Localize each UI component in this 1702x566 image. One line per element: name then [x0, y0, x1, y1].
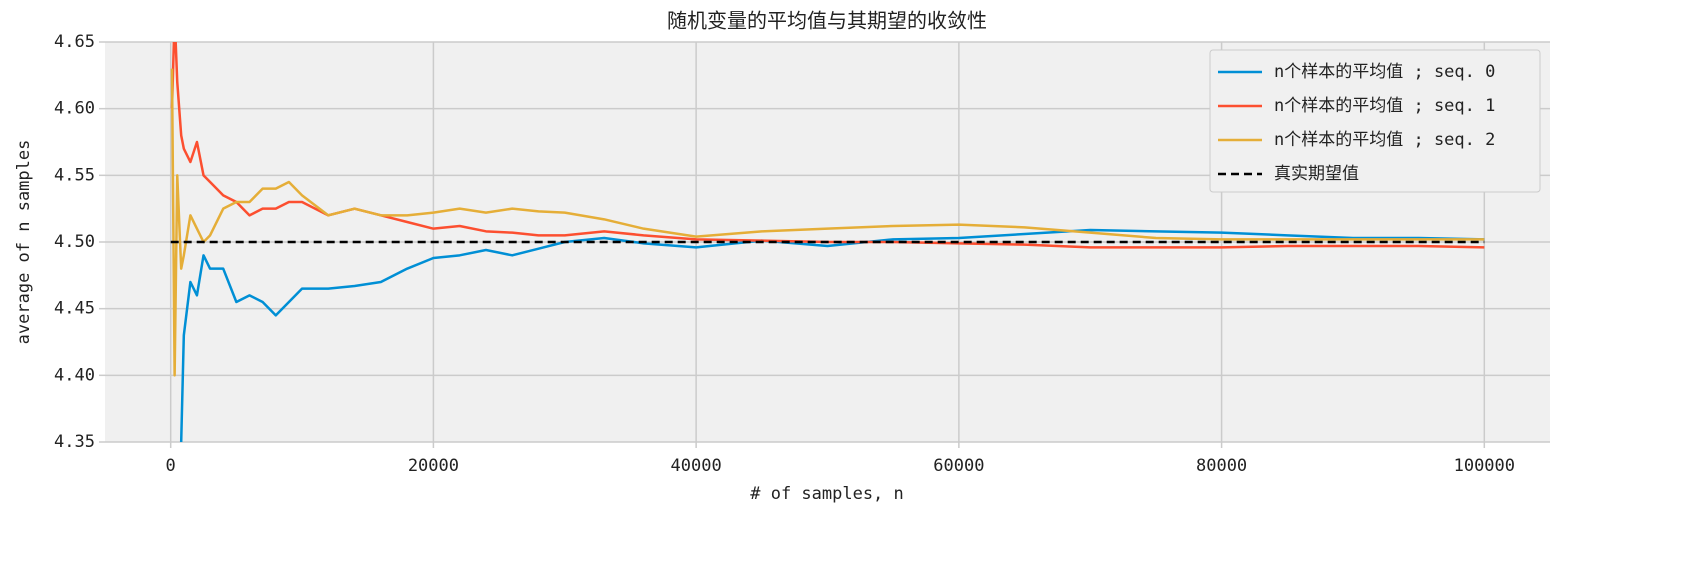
x-tick-label: 40000: [671, 456, 722, 476]
y-tick-label: 4.65: [54, 32, 95, 52]
legend-label: n个样本的平均值 ; seq. 2: [1274, 130, 1495, 150]
series-line: [170, 68, 1485, 377]
y-tick-label: 4.35: [54, 432, 95, 452]
legend-box: [1209, 49, 1541, 193]
x-tick-label: 80000: [1196, 456, 1247, 476]
x-axis-label: # of samples, n: [750, 484, 904, 504]
x-tick-label: 100000: [1454, 456, 1515, 476]
legend-label: n个样本的平均值 ; seq. 1: [1274, 96, 1495, 116]
y-tick-label: 4.50: [54, 232, 95, 252]
y-axis-label: average of n samples: [14, 140, 34, 345]
x-tick-label: 0: [166, 456, 176, 476]
y-tick-label: 4.45: [54, 299, 95, 319]
series-line: [170, 42, 1485, 249]
y-tick-label: 4.60: [54, 99, 95, 119]
chart-title: 随机变量的平均值与其期望的收敛性: [667, 9, 987, 33]
legend-label: n个样本的平均值 ; seq. 0: [1274, 62, 1495, 82]
x-tick-label: 60000: [933, 456, 984, 476]
legend-label: 真实期望值: [1274, 164, 1359, 184]
y-tick-label: 4.55: [54, 165, 95, 185]
y-tick-label: 4.40: [54, 365, 95, 385]
x-tick-label: 20000: [408, 456, 459, 476]
series-line: [179, 228, 1485, 442]
plot-lines: [170, 42, 1485, 442]
